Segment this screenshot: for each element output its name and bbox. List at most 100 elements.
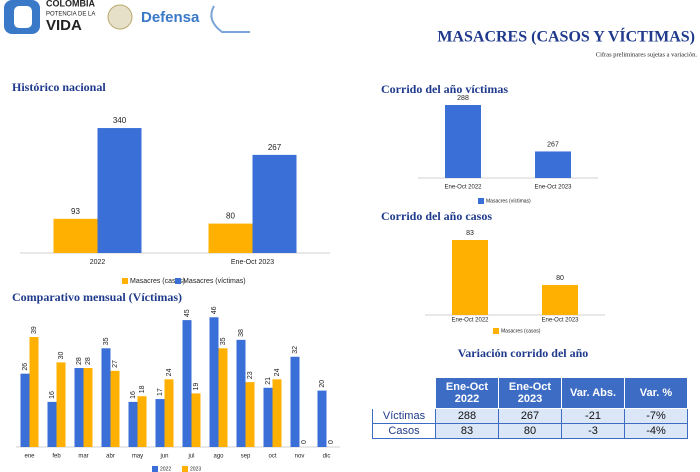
bar	[542, 285, 578, 315]
data-label: 17	[157, 388, 164, 396]
data-label: 93	[71, 207, 80, 216]
data-label: 16	[130, 391, 137, 399]
legend-swatch	[182, 466, 188, 472]
legend-label: Masacres (víctimas)	[183, 278, 246, 285]
data-label: 21	[265, 377, 272, 385]
bar	[317, 390, 327, 447]
cell: 80	[498, 423, 562, 439]
data-label: 20	[319, 380, 326, 388]
data-label: 24	[166, 368, 173, 376]
row-label: Casos	[372, 423, 436, 439]
x-tick-label: Ene-Oct 2022	[451, 318, 489, 324]
bar	[182, 320, 192, 447]
x-tick-label: feb	[52, 454, 61, 460]
bar	[252, 154, 297, 253]
col-header: Ene-Oct 2022	[435, 377, 499, 409]
x-tick-label: Ene-Oct 2023	[541, 318, 579, 324]
bar	[272, 379, 282, 447]
bar	[137, 396, 147, 447]
data-label: 46	[211, 306, 218, 314]
logo-text: COLOMBIA	[46, 0, 95, 8]
x-tick-label: ene	[24, 454, 35, 460]
legend-swatch	[175, 278, 181, 284]
cell: -4%	[624, 423, 688, 439]
bar	[29, 337, 39, 447]
x-tick-label: may	[132, 454, 143, 460]
legend-label: 2022	[160, 466, 171, 472]
x-tick-label: mar	[78, 454, 88, 460]
data-label: 28	[85, 357, 92, 365]
data-label: 26	[22, 363, 29, 371]
logo-text: POTENCIA DE LA	[46, 12, 95, 18]
bar	[245, 382, 255, 447]
x-tick-label: nov	[295, 454, 305, 460]
x-tick-label: abr	[106, 454, 115, 460]
bar	[97, 128, 142, 253]
row-label: Víctimas	[372, 408, 436, 424]
cell: -7%	[624, 408, 688, 424]
x-tick-label: ago	[213, 454, 224, 460]
bar	[155, 399, 165, 447]
col-header: Var. %	[624, 377, 688, 409]
corner	[372, 377, 436, 409]
data-label: 45	[184, 309, 191, 317]
cell: -3	[561, 423, 625, 439]
chart-title: Histórico nacional	[12, 80, 106, 94]
row: Casos 83 80 -3 -4%	[372, 423, 688, 439]
bar	[445, 104, 481, 178]
data-label: 80	[226, 212, 235, 221]
bar	[101, 348, 111, 447]
bar	[53, 218, 98, 253]
x-tick-label: Ene-Oct 2023	[231, 259, 274, 266]
x-tick-label: Ene-Oct 2022	[444, 185, 482, 191]
data-label: 340	[113, 116, 127, 125]
note: Cifras preliminares sujetas a variación.	[596, 51, 698, 58]
table-title: Variación corrido del año	[458, 346, 589, 360]
col-header: Ene-Oct 2023	[498, 377, 562, 409]
legend-swatch	[122, 278, 128, 284]
chart-title: Corrido del año víctimas	[381, 82, 508, 96]
cell: 267	[498, 408, 562, 424]
bar	[74, 368, 84, 447]
bar	[290, 356, 300, 447]
data-label: 267	[547, 141, 559, 148]
bar	[110, 370, 120, 447]
legend-label: Masacres (casos)	[501, 328, 541, 334]
data-label: 0	[301, 440, 308, 444]
legend-swatch	[493, 328, 499, 334]
legend-label: 2023	[190, 466, 201, 472]
data-label: 0	[328, 440, 335, 444]
ministry-name: Defensa	[141, 9, 200, 26]
x-tick-label: dic	[323, 454, 331, 460]
logo-mark-inner	[14, 6, 32, 28]
cell: 83	[435, 423, 499, 439]
bar	[191, 393, 201, 447]
bar	[218, 348, 228, 447]
data-label: 39	[31, 326, 38, 334]
data-label: 16	[49, 391, 56, 399]
x-tick-label: 2022	[90, 259, 106, 266]
data-label: 83	[466, 230, 474, 237]
legend-swatch	[152, 466, 158, 472]
shield-icon	[107, 4, 133, 30]
legend-label: Masacres (casos)	[130, 278, 185, 285]
data-label: 80	[556, 275, 564, 282]
bar	[164, 379, 174, 447]
bar	[20, 373, 30, 447]
chart-title: Comparativo mensual (Víctimas)	[12, 290, 182, 304]
header-row: Ene-Oct 2022 Ene-Oct 2023 Var. Abs. Var.…	[372, 377, 688, 409]
bar	[56, 362, 66, 447]
chart-title: Corrido del año casos	[381, 209, 492, 223]
data-label: 32	[292, 346, 299, 354]
data-label: 28	[76, 357, 83, 365]
x-tick-label: Ene-Oct 2023	[534, 185, 572, 191]
bar	[83, 368, 93, 447]
dept-logo	[210, 5, 250, 33]
data-label: 35	[103, 337, 110, 345]
data-label: 38	[238, 329, 245, 337]
bar	[47, 401, 57, 447]
x-tick-label: oct	[268, 454, 276, 460]
col-header: Var. Abs.	[561, 377, 625, 409]
